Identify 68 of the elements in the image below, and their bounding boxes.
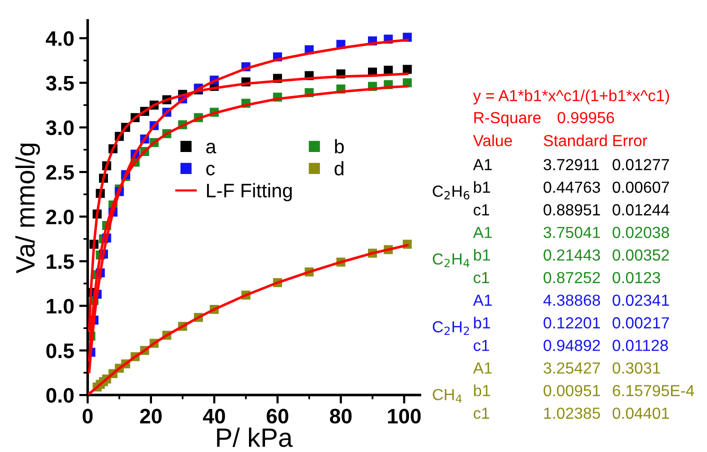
text: b1 xyxy=(474,181,490,193)
text: A1 xyxy=(473,159,492,170)
text: 3.25427 xyxy=(544,362,600,374)
text: 0.04401 xyxy=(612,408,669,419)
text: 0.01128 xyxy=(612,340,668,352)
text: Value xyxy=(473,134,512,146)
x-tick-label: 40 xyxy=(202,408,225,424)
text: A1 xyxy=(473,294,492,306)
text: b1 xyxy=(474,316,490,328)
text: c1 xyxy=(474,408,490,419)
text: b1 xyxy=(474,248,490,261)
text: R-Square xyxy=(474,112,541,126)
legend-label: c xyxy=(206,164,215,176)
x-tick-label: 80 xyxy=(330,408,352,424)
text: 4.38868 xyxy=(543,294,600,306)
y-tick-label: 4.0 xyxy=(46,31,74,46)
text: c1 xyxy=(474,204,490,216)
text: y = A1*b1*x^c1/(1+b1*x^c1) xyxy=(473,90,670,104)
text: 0.44763 xyxy=(544,182,600,193)
y-tick-label: 1.0 xyxy=(46,298,74,314)
text: 0.01277 xyxy=(612,158,669,170)
text: A1 xyxy=(473,226,492,238)
legend-label: L-F Fitting xyxy=(207,183,292,202)
x-axis-title: P/ kPa xyxy=(217,428,293,448)
y-tick-label: 3.0 xyxy=(46,120,74,136)
text: 0.12201 xyxy=(544,317,600,328)
text: 3.75041 xyxy=(544,226,600,238)
text: 0.0123 xyxy=(612,272,660,284)
x-tick-label: 0 xyxy=(82,408,93,424)
y-tick-label: 0.5 xyxy=(46,343,74,358)
text: C$_{2}$H$_{6}$ xyxy=(432,186,470,200)
y-tick-label: 1.5 xyxy=(46,254,74,269)
text: 0.00217 xyxy=(612,317,669,328)
text: 3.72911 xyxy=(544,158,599,170)
text: 0.88951 xyxy=(544,204,600,216)
legend-label: d xyxy=(334,161,344,176)
text: 0.3031 xyxy=(612,362,660,374)
text: 6.15795E-4 xyxy=(612,384,694,396)
text: 0.00951 xyxy=(544,384,600,396)
text: 1.02385 xyxy=(544,408,600,419)
text: 0.01244 xyxy=(612,204,670,216)
text: 0.02341 xyxy=(612,294,669,306)
text: 0.00607 xyxy=(612,182,669,193)
text: A1 xyxy=(473,362,492,374)
text: Standard xyxy=(544,134,607,146)
y-tick-label: 3.5 xyxy=(46,76,74,91)
text: Error xyxy=(613,135,648,146)
text: C$_{2}$H$_{4}$ xyxy=(432,253,470,268)
text: 0.94892 xyxy=(544,340,600,352)
text: 0.87252 xyxy=(544,272,600,284)
text: C$_{2}$H$_{2}$ xyxy=(432,321,469,335)
y-tick-label: 2.5 xyxy=(46,165,74,180)
text: b1 xyxy=(474,384,490,396)
text: 0.02038 xyxy=(612,226,670,238)
y-tick-label: 2.0 xyxy=(46,210,74,224)
x-tick-label: 20 xyxy=(140,408,162,424)
x-tick-label: 100 xyxy=(388,408,421,424)
text: 0.99956 xyxy=(558,112,614,124)
legend-label: b xyxy=(335,139,344,154)
legend-label: a xyxy=(206,142,216,154)
y-axis-title: Va/ mmol/g xyxy=(15,144,40,274)
text: CH$_{4}$ xyxy=(432,388,462,403)
text: 0.00352 xyxy=(612,249,669,261)
text: 0.21443 xyxy=(544,249,600,261)
y-tick-label: 0.0 xyxy=(46,388,74,403)
text: c1 xyxy=(474,340,490,352)
text: c1 xyxy=(474,272,490,284)
x-tick-label: 60 xyxy=(266,408,288,424)
